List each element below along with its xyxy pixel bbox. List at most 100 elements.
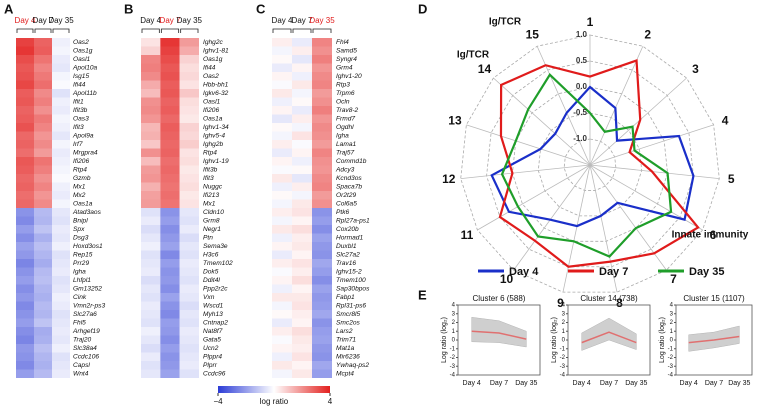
heatmap-cell	[292, 259, 312, 268]
gene-label: Tmem102	[203, 260, 233, 267]
panel-label: C	[256, 1, 266, 16]
gene-label: Arhgef19	[72, 328, 100, 335]
group-label: Day 35	[309, 16, 335, 25]
heatmap-cell	[312, 369, 332, 378]
legend-label: Day 4	[509, 266, 539, 278]
gene-label: Ptk6	[336, 209, 350, 216]
heatmap-cell	[52, 310, 70, 319]
y-tick-label: -4	[668, 373, 674, 379]
y-tick-label: -1	[560, 346, 566, 352]
heatmap-cell	[160, 199, 180, 208]
heatmap-cell	[272, 216, 292, 225]
gene-label: Ighv15-2	[336, 269, 362, 276]
heatmap-cell	[312, 114, 332, 123]
heatmap-cell	[312, 182, 332, 191]
heatmap-cell	[141, 310, 161, 319]
gene-label: Ifit1	[73, 99, 84, 106]
radar-axis-label: 9	[557, 296, 564, 310]
heatmap-cell	[52, 344, 70, 353]
heatmap-cell	[34, 46, 52, 55]
legend-label: Day 35	[689, 266, 724, 278]
gene-label: Hormad1	[336, 235, 363, 242]
heatmap-cell	[272, 89, 292, 98]
gene-label: Ccdc96	[203, 371, 226, 378]
chart-title: Cluster 15 (1107)	[683, 294, 745, 303]
heatmap-cell	[179, 38, 199, 47]
heatmap-cell	[141, 208, 161, 217]
heatmap-cell	[34, 301, 52, 310]
heatmap-cell	[141, 38, 161, 47]
gene-label: Rpl27a-ps1	[336, 218, 370, 225]
heatmap-cell	[52, 216, 70, 225]
heatmap-cell	[16, 114, 34, 123]
heatmap-cell	[52, 293, 70, 302]
gene-label: Gm13252	[73, 286, 102, 293]
heatmap-cell	[179, 344, 199, 353]
x-tick-label: Day 35	[515, 380, 537, 387]
y-tick-label: 1	[562, 329, 566, 335]
gene-label: Nuggc	[203, 184, 223, 191]
y-tick-label: 1	[452, 329, 456, 335]
heatmap-cell	[34, 361, 52, 370]
gene-label: Duxbl1	[336, 243, 357, 250]
heatmap-cell	[160, 318, 180, 327]
heatmap-cell	[312, 191, 332, 200]
heatmap-cell	[141, 80, 161, 89]
heatmap-cell	[141, 276, 161, 285]
heatmap-cell	[179, 318, 199, 327]
gene-label: Spaca7b	[336, 184, 362, 191]
radar-axis	[589, 46, 644, 166]
heatmap-cell	[141, 114, 161, 123]
heatmap-cell	[179, 46, 199, 55]
heatmap-cell	[272, 310, 292, 319]
heatmap-cell	[141, 199, 161, 208]
heatmap-cell	[312, 174, 332, 183]
gene-label: Rep15	[73, 252, 93, 259]
heatmap-cell	[141, 369, 161, 378]
heatmap-cell	[312, 199, 332, 208]
gene-label: Dok5	[203, 269, 219, 276]
heatmap-cell	[272, 148, 292, 157]
gene-label: Slc38a4	[73, 345, 97, 352]
heatmap-cell	[312, 327, 332, 336]
group-bracket	[160, 28, 180, 33]
heatmap-cell	[34, 191, 52, 200]
radar-axis-label: 12	[442, 172, 456, 186]
heatmap-cell	[292, 361, 312, 370]
heatmap-cell	[292, 327, 312, 336]
radar-axis-label: 11	[461, 228, 474, 242]
heatmap-cell	[160, 191, 180, 200]
gene-label: Oas2	[73, 39, 89, 46]
gene-label: Prr29	[73, 260, 89, 267]
gene-label: Fabp1	[336, 294, 355, 301]
y-tick-label: 4	[452, 303, 456, 309]
radar-axis-label: 14	[478, 62, 492, 76]
heatmap-cell	[16, 97, 34, 106]
gene-label: Traj57	[336, 150, 355, 157]
heatmap-cell	[52, 97, 70, 106]
heatmap-cell	[292, 63, 312, 72]
gene-label: Slc27a2	[336, 252, 360, 259]
gene-label: Oas1a	[73, 201, 93, 208]
heatmap-cell	[16, 276, 34, 285]
heatmap-cell	[312, 123, 332, 132]
heatmap-cell	[179, 216, 199, 225]
gene-label: Trav8-2	[336, 107, 359, 114]
gene-label: Hoxd3os1	[73, 243, 103, 250]
heatmap-cell	[34, 106, 52, 115]
radar-axis-label: 6	[710, 228, 717, 242]
heatmap-cell	[312, 106, 332, 115]
y-tick-label: 3	[452, 311, 456, 317]
heatmap-cell	[16, 165, 34, 174]
heatmap-cell	[160, 38, 180, 47]
heatmap-cell	[141, 55, 161, 64]
heatmap-cell	[141, 191, 161, 200]
heatmap-cell	[34, 293, 52, 302]
heatmap-cell	[34, 72, 52, 81]
heatmap-cell	[34, 157, 52, 166]
heatmap-cell	[34, 233, 52, 242]
gene-label: Rtp4	[203, 150, 217, 157]
heatmap-cell	[179, 267, 199, 276]
heatmap-cell	[16, 318, 34, 327]
radar-axis	[589, 124, 714, 166]
